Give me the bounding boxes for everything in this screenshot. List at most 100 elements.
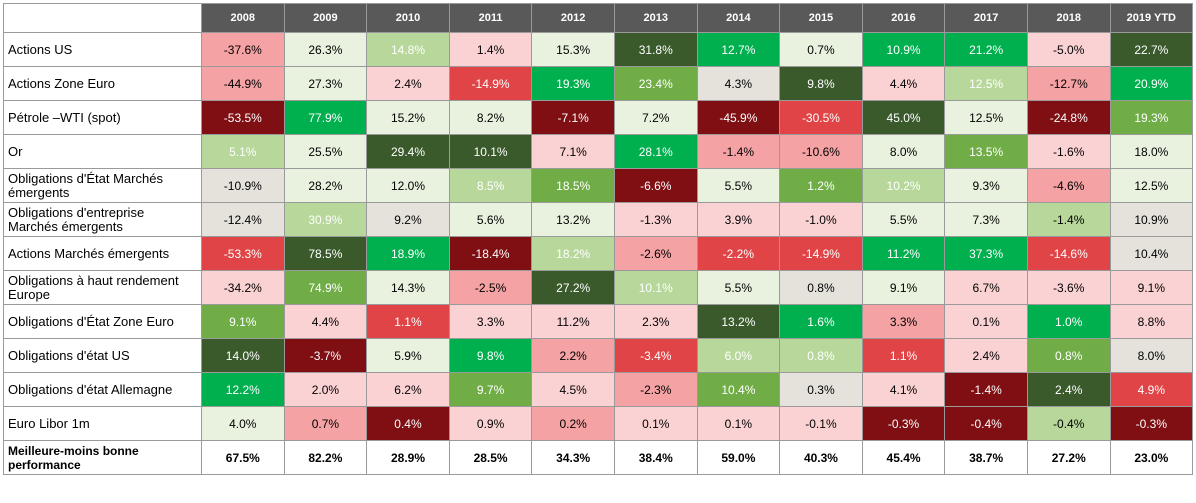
- row-label: Obligations d'état US: [3, 338, 202, 373]
- value-cell: -45.9%: [696, 100, 781, 135]
- value-cell: 18.5%: [531, 168, 615, 203]
- value-cell: 5.5%: [861, 202, 946, 237]
- value-cell: 20.9%: [1109, 66, 1194, 101]
- table-row: Obligations d'État Marchés émergents -10.…: [3, 168, 1194, 203]
- value-cell: 6.7%: [944, 270, 1028, 305]
- value-cell: -1.4%: [944, 372, 1028, 407]
- value-cell: 18.2%: [531, 236, 615, 271]
- row-label: Actions Zone Euro: [3, 66, 202, 101]
- value-cell: -12.7%: [1026, 66, 1111, 101]
- column-header: 2010: [366, 3, 450, 33]
- table-row: Actions Zone Euro -44.9% 27.3% 2.4% -14.9% 19…: [3, 66, 1194, 101]
- value-cell: 2.0%: [283, 372, 368, 407]
- value-cell: 0.3%: [779, 372, 863, 407]
- value-cell: 82.2%: [283, 440, 368, 475]
- value-cell: 30.9%: [283, 202, 368, 237]
- value-cell: 15.2%: [366, 100, 450, 135]
- table-row: Obligations d'état US 14.0% -3.7% 5.9% 9.8% 2…: [3, 338, 1194, 373]
- value-cell: 9.1%: [1109, 270, 1194, 305]
- value-cell: 4.0%: [201, 406, 285, 441]
- value-cell: 0.4%: [366, 406, 450, 441]
- table-body: Actions US -37.6% 26.3% 14.8% 1.4% 15.3% 31.8%…: [3, 32, 1194, 475]
- value-cell: -1.0%: [779, 202, 863, 237]
- value-cell: 5.1%: [201, 134, 285, 169]
- value-cell: 2.4%: [1026, 372, 1111, 407]
- column-header: 2008: [201, 3, 285, 33]
- value-cell: 1.0%: [1026, 304, 1111, 339]
- row-label: Obligations d'entreprise Marchés émergen…: [3, 202, 202, 237]
- value-cell: 3.3%: [861, 304, 946, 339]
- value-cell: 9.1%: [861, 270, 946, 305]
- value-cell: 14.0%: [201, 338, 285, 373]
- value-cell: 13.2%: [696, 304, 781, 339]
- value-cell: 10.4%: [696, 372, 781, 407]
- value-cell: 0.1%: [944, 304, 1028, 339]
- table-row: Obligations d'État Zone Euro 9.1% 4.4% 1.1%…: [3, 304, 1194, 339]
- value-cell: 5.9%: [366, 338, 450, 373]
- value-cell: 23.4%: [613, 66, 698, 101]
- value-cell: -53.3%: [201, 236, 285, 271]
- value-cell: 5.6%: [448, 202, 533, 237]
- value-cell: 9.1%: [201, 304, 285, 339]
- table-header: 2008 2009 2010 2011 2012 2013 2014 2015 …: [3, 3, 1194, 33]
- value-cell: -1.4%: [696, 134, 781, 169]
- value-cell: -6.6%: [613, 168, 698, 203]
- value-cell: 26.3%: [283, 32, 368, 67]
- value-cell: 14.3%: [366, 270, 450, 305]
- value-cell: 8.5%: [448, 168, 533, 203]
- table-row: Obligations à haut rendement Europe -34.2…: [3, 270, 1194, 305]
- value-cell: 7.2%: [613, 100, 698, 135]
- value-cell: 27.2%: [1026, 440, 1111, 475]
- column-header: 2013: [613, 3, 698, 33]
- value-cell: 1.6%: [779, 304, 863, 339]
- row-label: Obligations d'état Allemagne: [3, 372, 202, 407]
- value-cell: 12.5%: [944, 100, 1028, 135]
- table-row: Pétrole –WTI (spot) -53.5% 77.9% 15.2% 8.2% -…: [3, 100, 1194, 135]
- value-cell: 1.2%: [779, 168, 863, 203]
- value-cell: -2.2%: [696, 236, 781, 271]
- table-row: Obligations d'entreprise Marchés émergen…: [3, 202, 1194, 237]
- value-cell: 12.2%: [201, 372, 285, 407]
- value-cell: 10.9%: [861, 32, 946, 67]
- value-cell: 9.8%: [448, 338, 533, 373]
- value-cell: 13.2%: [531, 202, 615, 237]
- value-cell: 2.4%: [944, 338, 1028, 373]
- value-cell: 10.1%: [448, 134, 533, 169]
- value-cell: 7.1%: [531, 134, 615, 169]
- row-label: Obligations d'État Zone Euro: [3, 304, 202, 339]
- value-cell: 4.9%: [1109, 372, 1194, 407]
- value-cell: 8.0%: [861, 134, 946, 169]
- table-row: Or 5.1% 25.5% 29.4% 10.1% 7.1% 28.1% -1.4% -10.6…: [3, 134, 1194, 169]
- value-cell: -7.1%: [531, 100, 615, 135]
- value-cell: -3.6%: [1026, 270, 1111, 305]
- value-cell: 0.2%: [531, 406, 615, 441]
- value-cell: 45.4%: [861, 440, 946, 475]
- value-cell: 9.7%: [448, 372, 533, 407]
- value-cell: -2.6%: [613, 236, 698, 271]
- value-cell: -14.9%: [448, 66, 533, 101]
- value-cell: 10.1%: [613, 270, 698, 305]
- value-cell: 9.3%: [944, 168, 1028, 203]
- value-cell: -12.4%: [201, 202, 285, 237]
- column-header: 2011: [448, 3, 533, 33]
- value-cell: 9.2%: [366, 202, 450, 237]
- value-cell: 8.0%: [1109, 338, 1194, 373]
- value-cell: -2.3%: [613, 372, 698, 407]
- value-cell: -0.3%: [1109, 406, 1194, 441]
- value-cell: 59.0%: [696, 440, 781, 475]
- value-cell: 28.5%: [448, 440, 533, 475]
- value-cell: 0.9%: [448, 406, 533, 441]
- value-cell: 67.5%: [201, 440, 285, 475]
- row-label: Meilleure-moins bonne performance: [3, 440, 202, 475]
- value-cell: 13.5%: [944, 134, 1028, 169]
- value-cell: -2.5%: [448, 270, 533, 305]
- column-header: 2017: [944, 3, 1028, 33]
- value-cell: -1.3%: [613, 202, 698, 237]
- value-cell: 18.9%: [366, 236, 450, 271]
- value-cell: 0.1%: [613, 406, 698, 441]
- value-cell: 14.8%: [366, 32, 450, 67]
- value-cell: 0.7%: [779, 32, 863, 67]
- value-cell: 10.9%: [1109, 202, 1194, 237]
- value-cell: 9.8%: [779, 66, 863, 101]
- value-cell: -0.4%: [1026, 406, 1111, 441]
